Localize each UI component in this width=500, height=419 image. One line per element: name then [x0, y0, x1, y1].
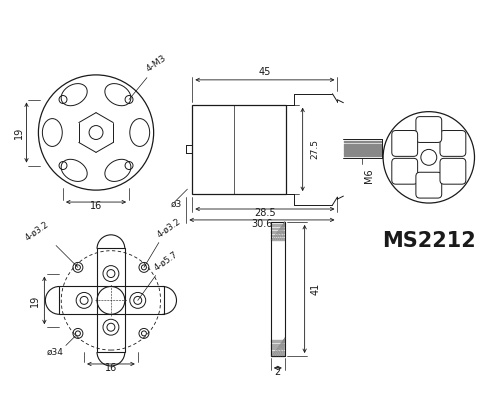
Text: 41: 41 — [310, 283, 320, 295]
Text: 45: 45 — [258, 67, 271, 77]
Text: 4-ø5.7: 4-ø5.7 — [152, 250, 180, 273]
Bar — [97, 248, 125, 352]
FancyBboxPatch shape — [392, 131, 417, 156]
Text: 4-ø3.2: 4-ø3.2 — [23, 220, 50, 243]
FancyBboxPatch shape — [416, 116, 442, 142]
FancyBboxPatch shape — [440, 158, 466, 184]
Ellipse shape — [130, 119, 150, 146]
Bar — [60, 287, 164, 314]
Ellipse shape — [105, 84, 131, 106]
Text: ø34: ø34 — [47, 347, 64, 357]
FancyBboxPatch shape — [440, 131, 466, 156]
Text: M6: M6 — [364, 168, 374, 183]
Text: 4-M3: 4-M3 — [145, 54, 169, 74]
Ellipse shape — [61, 84, 87, 106]
FancyBboxPatch shape — [392, 158, 417, 184]
Text: 27.5: 27.5 — [310, 140, 320, 159]
Text: 19: 19 — [30, 294, 40, 307]
Ellipse shape — [105, 159, 131, 181]
Text: ø3: ø3 — [170, 199, 182, 209]
Text: 16: 16 — [105, 363, 117, 373]
Text: 28.5: 28.5 — [254, 208, 276, 218]
Text: 30.6: 30.6 — [251, 219, 272, 229]
Text: 16: 16 — [90, 201, 102, 211]
Ellipse shape — [61, 159, 87, 181]
Text: 4-ø3.2: 4-ø3.2 — [156, 217, 183, 240]
Ellipse shape — [42, 119, 62, 146]
FancyBboxPatch shape — [416, 172, 442, 198]
Text: 19: 19 — [14, 127, 24, 139]
Text: MS2212: MS2212 — [382, 231, 476, 251]
Text: 2: 2 — [274, 367, 281, 377]
Bar — [192, 105, 286, 194]
